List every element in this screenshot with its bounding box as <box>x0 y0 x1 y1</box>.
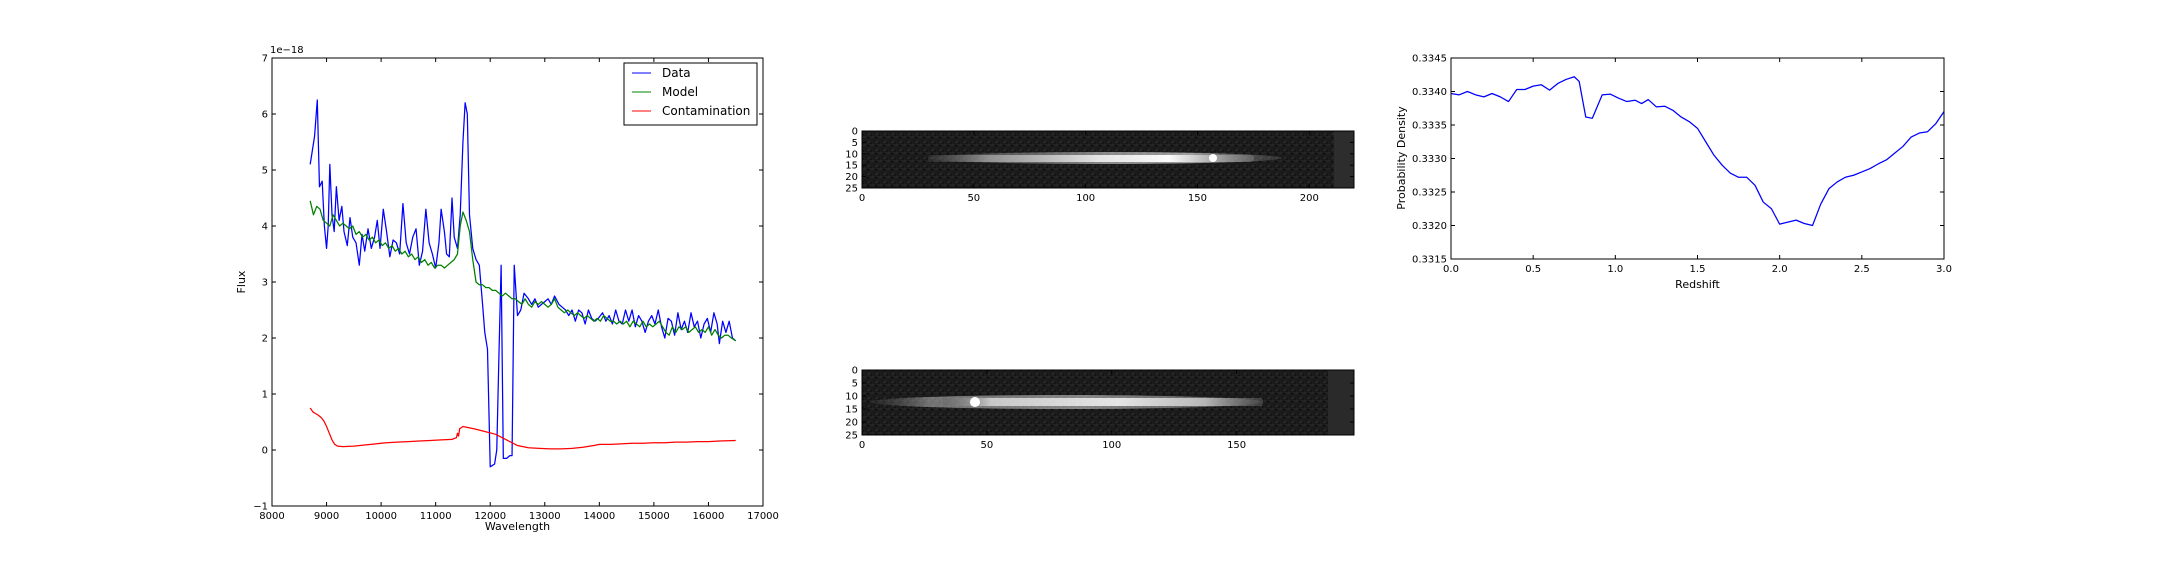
redshift-x-tick-label: 2.5 <box>1854 264 1870 275</box>
image-bottom-y-tick-label: 5 <box>852 379 858 390</box>
spectrum-x-tick-label: 13000 <box>529 511 561 522</box>
legend-data-label: Data <box>662 66 691 80</box>
redshift-x-tick-label: 3.0 <box>1936 264 1952 275</box>
spectrum-panel: 8000 9000 10000 11000 12000 13000 14000 15000 16… <box>235 45 779 533</box>
spectrum-y-tick-label: 5 <box>262 166 268 177</box>
spectrum-y-tick-label: 1 <box>262 390 268 401</box>
spectrum-y-tick-label: 0 <box>262 446 268 457</box>
image-top-x-tick-label: 100 <box>1076 193 1095 204</box>
image-top-x-ticks: 0 50 100 150 200 <box>859 131 1319 204</box>
redshift-x-tick-label: 0.5 <box>1525 264 1541 275</box>
redshift-y-tick-label: 0.3335 <box>1412 121 1447 132</box>
spectrum-x-tick-label: 12000 <box>474 511 506 522</box>
image-bottom-axes-box <box>861 369 1355 436</box>
image-bottom-x-tick-label: 0 <box>859 440 865 451</box>
redshift-y-tick-label: 0.3340 <box>1412 87 1447 98</box>
spectrum-x-tick-label: 11000 <box>420 511 452 522</box>
image-bottom-bright-spot <box>970 397 980 407</box>
image-top-y-tick-label: 25 <box>845 184 858 195</box>
redshift-x-ticks: 0.0 0.5 1.0 1.5 2.0 2.5 3.0 <box>1443 58 1952 275</box>
image-bottom-y-ticks: 0 5 10 15 20 25 <box>845 366 1354 442</box>
redshift-x-tick-label: 1.5 <box>1690 264 1706 275</box>
image-bottom-y-tick-label: 0 <box>852 366 858 377</box>
image-panel-bottom: 0 50 100 150 0 5 10 15 20 25 <box>845 366 1355 451</box>
spectrum-y-ticks: −1 0 1 2 3 4 5 6 7 <box>253 54 763 513</box>
image-top-y-tick-label: 5 <box>852 138 858 149</box>
spectrum-x-ticks: 8000 9000 10000 11000 12000 13000 14000 15000 16… <box>259 58 779 522</box>
image-bottom-x-tick-label: 150 <box>1227 440 1246 451</box>
spectrum-y-tick-label: −1 <box>253 502 268 513</box>
spectrum-x-tick-label: 16000 <box>693 511 725 522</box>
image-bottom-y-tick-label: 10 <box>845 392 858 403</box>
redshift-probability-line <box>1450 76 1945 227</box>
redshift-x-tick-label: 1.0 <box>1607 264 1623 275</box>
spectrum-y-tick-label: 6 <box>262 110 268 121</box>
image-top-right-edge <box>1334 131 1354 188</box>
image-top-trace <box>928 155 1254 162</box>
image-top-bright-spot <box>1209 154 1217 162</box>
image-top-y-tick-label: 0 <box>852 127 858 138</box>
spectrum-x-axis-label: Wavelength <box>485 520 550 533</box>
spectrum-y-axis-label: Flux <box>235 270 248 293</box>
redshift-series-layer <box>1450 76 1945 227</box>
image-bottom-x-ticks: 0 50 100 150 <box>859 370 1246 451</box>
image-bottom-x-tick-label: 50 <box>981 440 994 451</box>
spectrum-x-tick-label: 14000 <box>583 511 615 522</box>
redshift-y-ticks: 0.3315 0.3320 0.3325 0.3330 0.3335 0.3340 0.33… <box>1412 54 1944 266</box>
spectrum-y-tick-label: 3 <box>262 278 268 289</box>
spectrum-y-tick-label: 7 <box>262 54 268 65</box>
redshift-y-tick-label: 0.3325 <box>1412 188 1447 199</box>
contamination-series-line <box>309 407 736 450</box>
spectrum-y-tick-label: 4 <box>262 222 268 233</box>
image-top-x-tick-label: 0 <box>859 193 865 204</box>
image-bottom-right-edge <box>1328 370 1354 435</box>
legend-contamination-label: Contamination <box>662 104 750 118</box>
redshift-x-tick-label: 0.0 <box>1443 264 1459 275</box>
spectrum-x-tick-label: 8000 <box>259 511 284 522</box>
image-top-y-tick-label: 10 <box>845 149 858 160</box>
redshift-y-tick-label: 0.3330 <box>1412 154 1447 165</box>
image-top-axes-box <box>861 130 1355 189</box>
spectrum-series-layer <box>309 99 737 468</box>
spectrum-x-tick-label: 15000 <box>638 511 670 522</box>
data-series-line <box>309 99 737 468</box>
image-bottom-trace <box>943 398 1263 406</box>
image-top-y-tick-label: 20 <box>845 172 858 183</box>
image-bottom-y-tick-label: 15 <box>845 405 858 416</box>
image-top-x-tick-label: 150 <box>1188 193 1207 204</box>
redshift-axes-box <box>1450 57 1945 260</box>
redshift-y-tick-label: 0.3345 <box>1412 54 1447 65</box>
spectrum-legend: Data Model Contamination <box>623 62 758 126</box>
image-top-y-tick-label: 15 <box>845 161 858 172</box>
image-bottom-x-tick-label: 100 <box>1102 440 1121 451</box>
spectrum-y-tick-label: 2 <box>262 334 268 345</box>
legend-model-label: Model <box>662 85 698 99</box>
image-bottom-y-tick-label: 20 <box>845 418 858 429</box>
redshift-panel: 0.0 0.5 1.0 1.5 2.0 2.5 3.0 0.3315 0.3320 0.3325… <box>1395 54 1952 292</box>
spectrum-x-tick-label: 10000 <box>365 511 397 522</box>
redshift-y-axis-label: Probability Density <box>1395 106 1408 210</box>
redshift-x-tick-label: 2.0 <box>1772 264 1788 275</box>
spectrum-x-tick-label: 9000 <box>314 511 339 522</box>
spectrum-x-tick-label: 17000 <box>747 511 779 522</box>
model-series-line <box>309 200 737 342</box>
image-top-x-tick-label: 50 <box>967 193 980 204</box>
redshift-x-axis-label: Redshift <box>1675 278 1720 291</box>
spectrum-y-multiplier: 1e−18 <box>270 45 304 56</box>
redshift-y-tick-label: 0.3315 <box>1412 255 1447 266</box>
image-top-x-tick-label: 200 <box>1300 193 1319 204</box>
redshift-y-tick-label: 0.3320 <box>1412 221 1447 232</box>
image-bottom-y-tick-label: 25 <box>845 431 858 442</box>
